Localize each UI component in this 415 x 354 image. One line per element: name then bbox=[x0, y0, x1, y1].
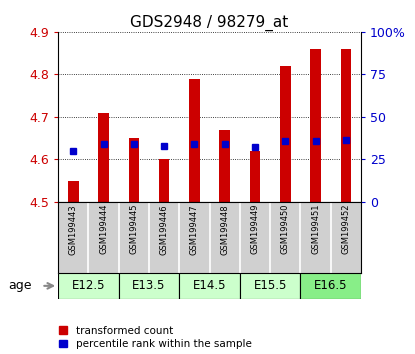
Bar bbox=[58, 273, 119, 299]
Title: GDS2948 / 98279_at: GDS2948 / 98279_at bbox=[130, 14, 289, 30]
Text: age: age bbox=[8, 279, 32, 292]
Legend: transformed count, percentile rank within the sample: transformed count, percentile rank withi… bbox=[59, 326, 252, 349]
Text: E15.5: E15.5 bbox=[254, 279, 287, 292]
Text: GSM199445: GSM199445 bbox=[129, 204, 138, 255]
Bar bbox=[179, 273, 240, 299]
Bar bbox=[129, 138, 139, 202]
Text: GSM199446: GSM199446 bbox=[160, 204, 168, 255]
Bar bbox=[300, 273, 361, 299]
Text: E13.5: E13.5 bbox=[132, 279, 166, 292]
Bar bbox=[220, 130, 230, 202]
Text: GSM199448: GSM199448 bbox=[220, 204, 229, 255]
Text: GSM199447: GSM199447 bbox=[190, 204, 199, 255]
Bar bbox=[341, 49, 351, 202]
Bar bbox=[119, 273, 179, 299]
Bar bbox=[68, 181, 78, 202]
Bar bbox=[280, 66, 290, 202]
Bar bbox=[98, 113, 109, 202]
Text: GSM199451: GSM199451 bbox=[311, 204, 320, 255]
Bar bbox=[310, 49, 321, 202]
Text: GSM199443: GSM199443 bbox=[69, 204, 78, 255]
Text: E12.5: E12.5 bbox=[72, 279, 105, 292]
Bar bbox=[189, 79, 200, 202]
Bar bbox=[159, 159, 169, 202]
Bar bbox=[250, 151, 260, 202]
Text: GSM199449: GSM199449 bbox=[251, 204, 259, 255]
Text: E16.5: E16.5 bbox=[314, 279, 347, 292]
Text: E14.5: E14.5 bbox=[193, 279, 226, 292]
Text: GSM199452: GSM199452 bbox=[342, 204, 350, 255]
Bar bbox=[240, 273, 300, 299]
Text: GSM199444: GSM199444 bbox=[99, 204, 108, 255]
Text: GSM199450: GSM199450 bbox=[281, 204, 290, 255]
